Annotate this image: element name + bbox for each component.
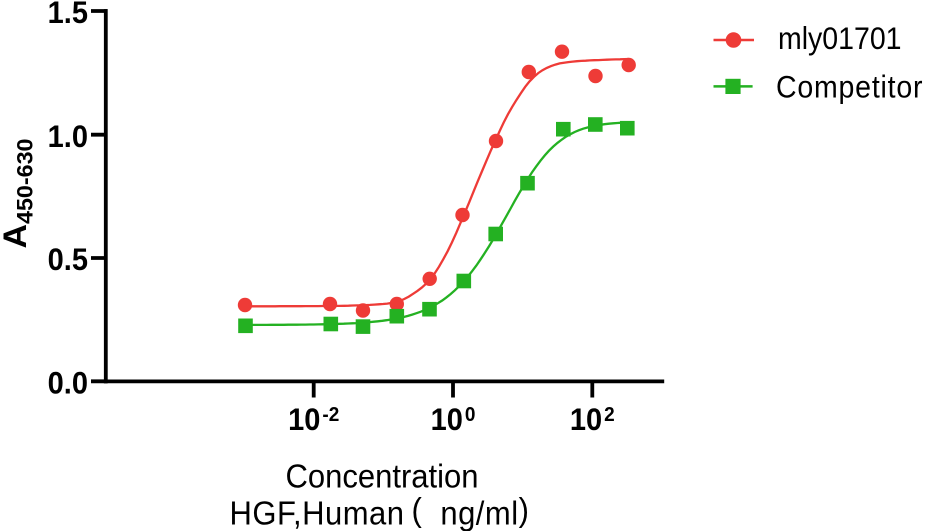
svg-text:1.0: 1.0	[48, 120, 88, 154]
svg-text:0.0: 0.0	[48, 366, 88, 400]
svg-text:Concentration: Concentration	[286, 457, 479, 495]
svg-text:mly01701: mly01701	[778, 22, 902, 56]
svg-text:0.5: 0.5	[48, 243, 88, 277]
svg-text:1.5: 1.5	[48, 0, 88, 30]
svg-text:Competitor: Competitor	[776, 70, 923, 104]
svg-text:HGF,Human(ng/ml): HGF,Human(ng/ml)	[230, 491, 530, 531]
